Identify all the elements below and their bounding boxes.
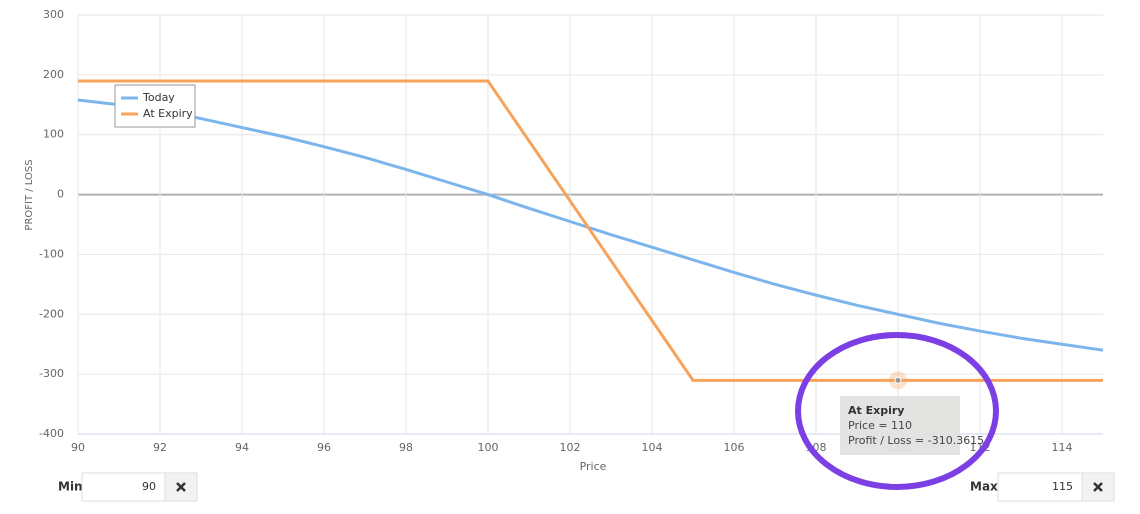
y-tick-label: -400 — [39, 427, 64, 440]
clear-icon — [176, 482, 186, 492]
y-tick-label: 100 — [43, 128, 64, 141]
y-tick-label: -300 — [39, 367, 64, 380]
clear-icon — [1093, 482, 1103, 492]
x-tick-label: 106 — [724, 441, 745, 454]
tooltip-line: Price = 110 — [848, 419, 912, 432]
legend: Today At Expiry — [114, 84, 196, 128]
x-tick-label: 114 — [1052, 441, 1073, 454]
annotation-circle — [795, 332, 999, 490]
x-tick-label: 98 — [399, 441, 413, 454]
y-tick-label: 200 — [43, 68, 64, 81]
plot-area — [77, 14, 1103, 435]
y-tick-label: -200 — [39, 307, 64, 320]
max-label: Max — [970, 480, 998, 494]
y-axis-label: PROFIT / LOSS — [24, 159, 35, 230]
min-value: 90 — [142, 480, 156, 493]
tooltip-title: At Expiry — [848, 404, 904, 417]
min-label: Min — [58, 480, 83, 494]
tooltip-box — [840, 396, 960, 455]
max-value: 115 — [1052, 480, 1073, 493]
legend-label: At Expiry — [143, 107, 193, 120]
y-tick-label: 0 — [57, 188, 64, 201]
x-tick-label: 104 — [642, 441, 663, 454]
y-tick-label: -100 — [39, 247, 64, 260]
x-tick-label: 94 — [235, 441, 249, 454]
x-tick-label: 102 — [560, 441, 581, 454]
series-line — [78, 79, 1103, 382]
x-tick-label: 96 — [317, 441, 331, 454]
x-tick-label: 100 — [478, 441, 499, 454]
legend-box — [114, 84, 196, 128]
min-input[interactable] — [81, 472, 166, 502]
x-axis-label: Price — [580, 460, 607, 473]
max-input[interactable] — [997, 472, 1083, 502]
series-line — [77, 98, 1104, 352]
legend-label: Today — [142, 91, 175, 104]
tooltip-line: Profit / Loss = -310.3615 — [848, 434, 984, 447]
x-tick-label: 90 — [71, 441, 85, 454]
x-tick-label: 92 — [153, 441, 167, 454]
y-tick-label: 300 — [43, 8, 64, 21]
hover-point — [894, 376, 902, 384]
